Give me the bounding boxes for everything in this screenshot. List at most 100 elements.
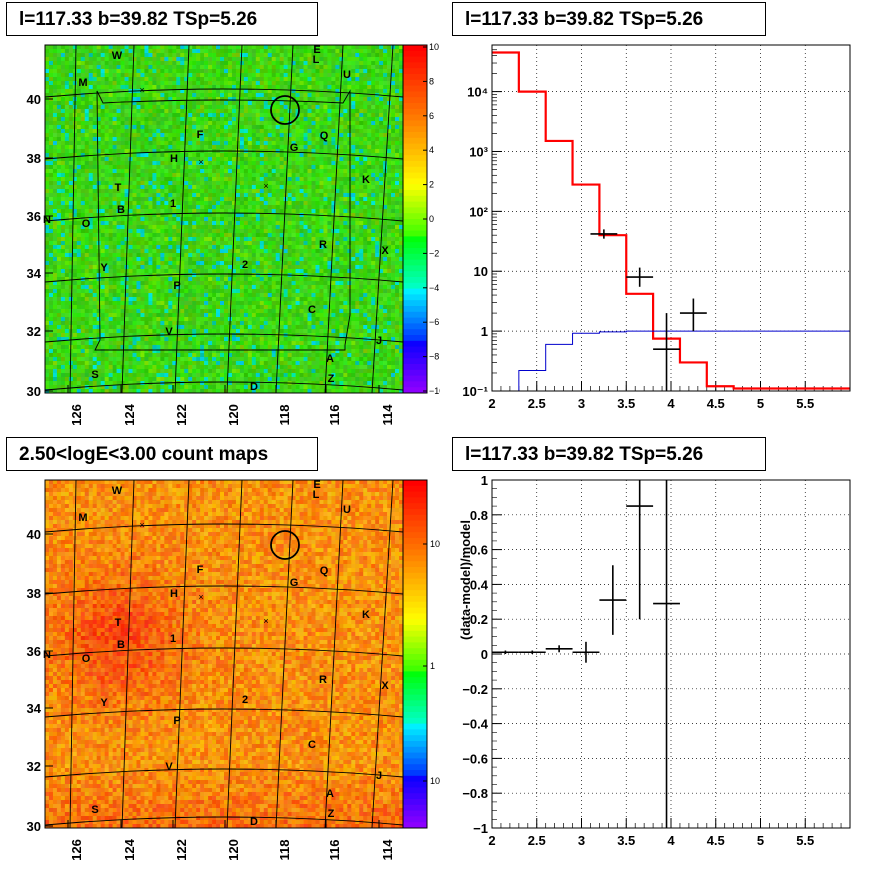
source-label: U [343, 504, 351, 516]
ratio-title: l=117.33 b=39.82 TSp=5.26 [452, 437, 766, 471]
y-tick-label: 32 [27, 759, 41, 774]
source-label: O [82, 218, 91, 230]
colorbar-segment [403, 480, 427, 487]
source-marker: × [198, 157, 203, 167]
source-label: K [362, 174, 370, 186]
colorbar-segment [403, 230, 427, 237]
source-label: Z [328, 373, 335, 385]
source-label: G [290, 577, 299, 589]
colorbar-segment [403, 799, 427, 806]
colorbar-segment [403, 375, 427, 382]
source-label: Y [100, 262, 108, 274]
colorbar-segment [403, 607, 427, 614]
colorbar-segment [403, 178, 427, 185]
source-label: V [165, 761, 173, 773]
colorbar-segment [403, 300, 427, 307]
colorbar-segment [403, 526, 427, 533]
colorbar-segment [403, 688, 427, 696]
source-label: L [313, 489, 320, 501]
source-marker: × [263, 181, 268, 191]
colorbar-segment [403, 781, 427, 788]
source-label: Y [100, 697, 108, 709]
x-tick-label: 4.5 [707, 833, 725, 848]
colorbar-segment [403, 671, 427, 678]
colorbar-segment [403, 735, 427, 742]
spectrum-chart: 2 2.5 3 3.5 4 4.5 5 5.5 10⁻¹ 1 10 10² 10³ 10⁴ [462, 44, 851, 411]
colorbar-tick-label: 4 [429, 145, 434, 155]
colorbar-tick-label: −2 [429, 248, 439, 258]
colorbar-segment [403, 207, 427, 214]
colorbar-segment [403, 619, 427, 626]
y-tick-label: 40 [27, 527, 41, 542]
graticule-parallel [44, 647, 404, 657]
colorbar-segment [403, 601, 427, 609]
colorbar-segment [403, 219, 427, 226]
target-circle [270, 530, 300, 560]
y-tick-label: 30 [27, 384, 41, 399]
colorbar-segment [403, 253, 427, 261]
x-tick-label: 2 [488, 396, 495, 411]
source-label: 2 [242, 259, 248, 271]
colorbar-segment [403, 746, 427, 754]
y-tick-label: 36 [27, 209, 41, 224]
x-tick-label: 118 [277, 840, 292, 861]
colorbar-segment [403, 108, 427, 116]
colorbar-segment [403, 242, 427, 249]
colorbar-segment [403, 62, 427, 69]
colorbar-segment [403, 143, 427, 150]
y-tick-label: 38 [27, 586, 41, 601]
colorbar-segment [403, 149, 427, 156]
colorbar-segment [403, 584, 427, 591]
colorbar-segment [403, 358, 427, 365]
colorbar-segment [403, 288, 427, 295]
colorbar-segment [403, 120, 427, 127]
colorbar-segment [403, 381, 427, 388]
colorbar-segment [403, 97, 427, 104]
graticule-parallel [44, 88, 404, 98]
roi-outline [94, 89, 351, 351]
source-label: A [326, 788, 334, 800]
colorbar-tick-label: 10⁻¹ [430, 776, 440, 786]
colorbar-segment [403, 91, 427, 98]
source-label: H [170, 588, 178, 600]
colorbar-segment [403, 793, 427, 800]
y-tick-label: 0.4 [470, 577, 489, 592]
colorbar-segment [403, 543, 427, 551]
source-label: U [343, 69, 351, 81]
colorbar-tick-label: 10 [429, 42, 439, 52]
source-label: R [319, 239, 327, 251]
colorbar-segment [403, 706, 427, 713]
x-tick-label: 4 [667, 833, 675, 848]
y-tick-label: 1 [481, 476, 488, 488]
source-label: J [376, 770, 382, 782]
x-tick-label: 124 [122, 403, 137, 425]
colorbar-segment [403, 787, 427, 794]
source-label: B [117, 204, 125, 216]
colorbar-segment [403, 190, 427, 197]
colorbar-segment [403, 712, 427, 719]
colorbar-segment [403, 567, 427, 574]
source-label: R [319, 674, 327, 686]
residual-map: 10 8 6 4 2 0 −2 −4 −6 −8 −10 W EL U M F Q G H K TB 1 N O R X 2 Y P C… [27, 42, 440, 426]
x-tick-label: 122 [174, 839, 189, 861]
colorbar-tick-label: −8 [429, 352, 439, 362]
source-label: M [78, 77, 87, 89]
x-tick-label: 4.5 [707, 396, 725, 411]
colorbar-segment [403, 485, 427, 493]
x-tick-label: 3.5 [617, 833, 635, 848]
colorbar-segment [403, 804, 427, 812]
source-label: F [197, 564, 204, 576]
colorbar-segment [403, 677, 427, 684]
source-label: P [173, 715, 180, 727]
colorbar-segment [403, 636, 427, 643]
graticule-parallel [44, 816, 404, 826]
colorbar-segment [403, 590, 427, 597]
source-marker: × [263, 616, 268, 626]
x-tick-label: 3 [578, 833, 585, 848]
source-label: L [313, 54, 320, 66]
count-map-title: 2.50<logE<3.00 count maps [6, 437, 318, 471]
y-tick-label: 0.2 [470, 612, 488, 627]
x-tick-label: 5 [757, 396, 764, 411]
plot-frame [491, 44, 851, 392]
residual-pixels [45, 45, 404, 394]
